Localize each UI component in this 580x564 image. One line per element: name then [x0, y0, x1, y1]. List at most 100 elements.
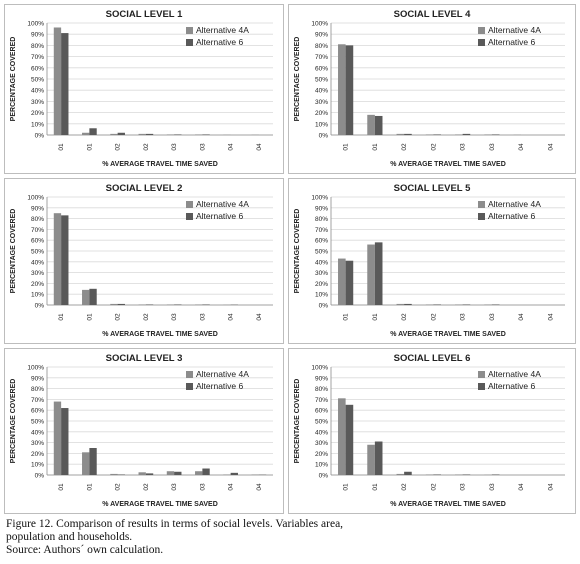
- x-tick-label: 04: [228, 313, 235, 321]
- y-tick-label: 10%: [315, 121, 328, 128]
- y-tick-label: 30%: [315, 440, 328, 447]
- x-tick-label: 03: [460, 143, 467, 151]
- x-tick-label: 03: [489, 483, 496, 491]
- legend-label: Alternative 6: [488, 37, 536, 47]
- bar: [425, 474, 434, 475]
- legend-label: Alternative 4A: [488, 369, 541, 379]
- bar: [338, 44, 346, 135]
- y-tick-label: 40%: [315, 88, 328, 95]
- x-tick-label: 02: [115, 483, 122, 491]
- bar: [455, 474, 463, 475]
- y-tick-label: 90%: [315, 205, 328, 212]
- y-tick-label: 0%: [35, 473, 45, 480]
- y-tick-label: 30%: [31, 270, 44, 277]
- x-tick-label: 04: [518, 143, 525, 151]
- x-tick-label: 02: [430, 143, 437, 151]
- bar: [202, 134, 210, 135]
- x-tick-label: 04: [256, 143, 263, 151]
- bar: [367, 444, 375, 475]
- chart-title: SOCIAL LEVEL 3: [106, 353, 183, 364]
- y-tick-label: 80%: [315, 43, 328, 50]
- y-tick-label: 100%: [27, 365, 44, 372]
- x-tick-label: 04: [518, 313, 525, 321]
- x-axis-label: % AVERAGE TRAVEL TIME SAVED: [102, 501, 218, 508]
- y-tick-label: 50%: [315, 419, 328, 426]
- caption-line: Figure 12. Comparison of results in term…: [6, 518, 344, 530]
- x-tick-label: 02: [115, 313, 122, 321]
- legend-label: Alternative 4A: [488, 199, 541, 209]
- legend-swatch: [478, 213, 485, 220]
- y-axis-label: PERCENTAGE COVERED: [294, 379, 301, 464]
- chart-panel: SOCIAL LEVEL 3 0% 10% 20% 30% 40% 50% 60% 70% 80%…: [4, 348, 284, 514]
- x-tick-label: 02: [143, 143, 150, 151]
- bar: [110, 473, 118, 475]
- y-tick-label: 40%: [315, 259, 328, 266]
- y-tick-label: 30%: [315, 270, 328, 277]
- x-tick-label: 03: [171, 143, 178, 151]
- x-tick-label: 01: [86, 313, 93, 321]
- chart-panel: SOCIAL LEVEL 2 0% 10% 20% 30% 40% 50% 60% 70% 80%…: [4, 178, 284, 344]
- x-tick-label: 04: [547, 313, 554, 321]
- bar: [117, 132, 125, 135]
- y-tick-label: 50%: [31, 77, 44, 84]
- y-tick-label: 20%: [31, 110, 44, 117]
- x-axis-label: % AVERAGE TRAVEL TIME SAVED: [390, 331, 506, 338]
- bar: [82, 132, 90, 135]
- bar: [166, 134, 175, 135]
- y-tick-label: 60%: [315, 65, 328, 72]
- chart-title: SOCIAL LEVEL 4: [394, 9, 471, 20]
- bar: [53, 401, 62, 475]
- bar: [374, 242, 383, 305]
- y-tick-label: 20%: [31, 451, 44, 458]
- legend-label: Alternative 6: [196, 211, 244, 221]
- y-tick-label: 0%: [319, 133, 329, 140]
- y-tick-label: 70%: [315, 54, 328, 61]
- y-tick-label: 10%: [31, 292, 44, 299]
- x-tick-label: 01: [343, 143, 350, 151]
- x-tick-label: 03: [199, 313, 206, 321]
- bar: [455, 304, 463, 305]
- chart-title: SOCIAL LEVEL 5: [394, 183, 471, 194]
- x-tick-label: 02: [401, 483, 408, 491]
- figure-caption: Figure 12. Comparison of results in term…: [6, 518, 406, 557]
- y-tick-label: 50%: [315, 77, 328, 84]
- x-tick-label: 02: [430, 483, 437, 491]
- bar: [491, 134, 500, 135]
- bar: [367, 114, 375, 135]
- x-tick-label: 01: [58, 313, 65, 321]
- bar: [82, 289, 90, 305]
- x-tick-label: 01: [343, 483, 350, 491]
- y-axis-label: PERCENTAGE COVERED: [10, 379, 17, 464]
- bar: [462, 304, 471, 305]
- x-tick-label: 02: [401, 143, 408, 151]
- x-tick-label: 04: [256, 483, 263, 491]
- bar: [491, 474, 500, 475]
- chart-title: SOCIAL LEVEL 2: [106, 183, 183, 194]
- bar: [145, 304, 154, 305]
- x-tick-label: 02: [115, 143, 122, 151]
- chart-panel: SOCIAL LEVEL 6 0% 10% 20% 30% 40% 50% 60% 70% 80%…: [288, 348, 576, 514]
- chart-title: SOCIAL LEVEL 1: [106, 9, 183, 20]
- chart-svg: SOCIAL LEVEL 4 0% 10% 20% 30% 40% 50% 60% 70% 80%…: [294, 9, 565, 168]
- y-tick-label: 80%: [31, 386, 44, 393]
- x-tick-label: 04: [228, 483, 235, 491]
- legend-swatch: [186, 371, 193, 378]
- x-tick-label: 01: [58, 483, 65, 491]
- y-tick-label: 30%: [31, 440, 44, 447]
- bar: [110, 303, 118, 305]
- bar: [89, 448, 97, 475]
- bar: [425, 134, 434, 135]
- bar: [195, 134, 203, 135]
- bar: [345, 260, 354, 305]
- bar: [61, 215, 69, 305]
- legend-label: Alternative 6: [196, 381, 244, 391]
- bar: [338, 258, 346, 305]
- bar: [61, 33, 69, 135]
- bar: [145, 473, 154, 475]
- chart-panel: SOCIAL LEVEL 5 0% 10% 20% 30% 40% 50% 60% 70% 80%…: [288, 178, 576, 344]
- x-axis-label: % AVERAGE TRAVEL TIME SAVED: [390, 161, 506, 168]
- y-tick-label: 60%: [315, 238, 328, 245]
- y-tick-label: 80%: [31, 216, 44, 223]
- legend-swatch: [478, 27, 485, 34]
